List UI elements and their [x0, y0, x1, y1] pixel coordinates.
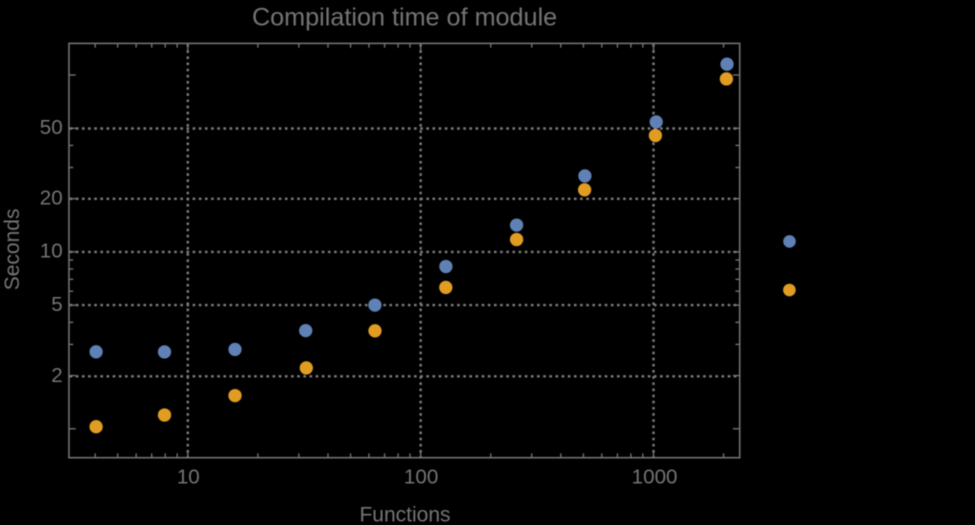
svg-text:Functions: Functions: [359, 504, 450, 525]
svg-text:100: 100: [404, 465, 438, 488]
svg-text:2: 2: [51, 364, 62, 387]
svg-text:Seconds: Seconds: [1, 209, 24, 291]
svg-text:5: 5: [51, 293, 62, 316]
svg-text:10: 10: [40, 240, 63, 263]
svg-text:20: 20: [40, 187, 63, 210]
svg-text:50: 50: [40, 116, 63, 139]
svg-text:Compilation time of module: Compilation time of module: [252, 4, 557, 32]
svg-text:10: 10: [177, 465, 200, 488]
svg-text:1000: 1000: [632, 465, 678, 488]
